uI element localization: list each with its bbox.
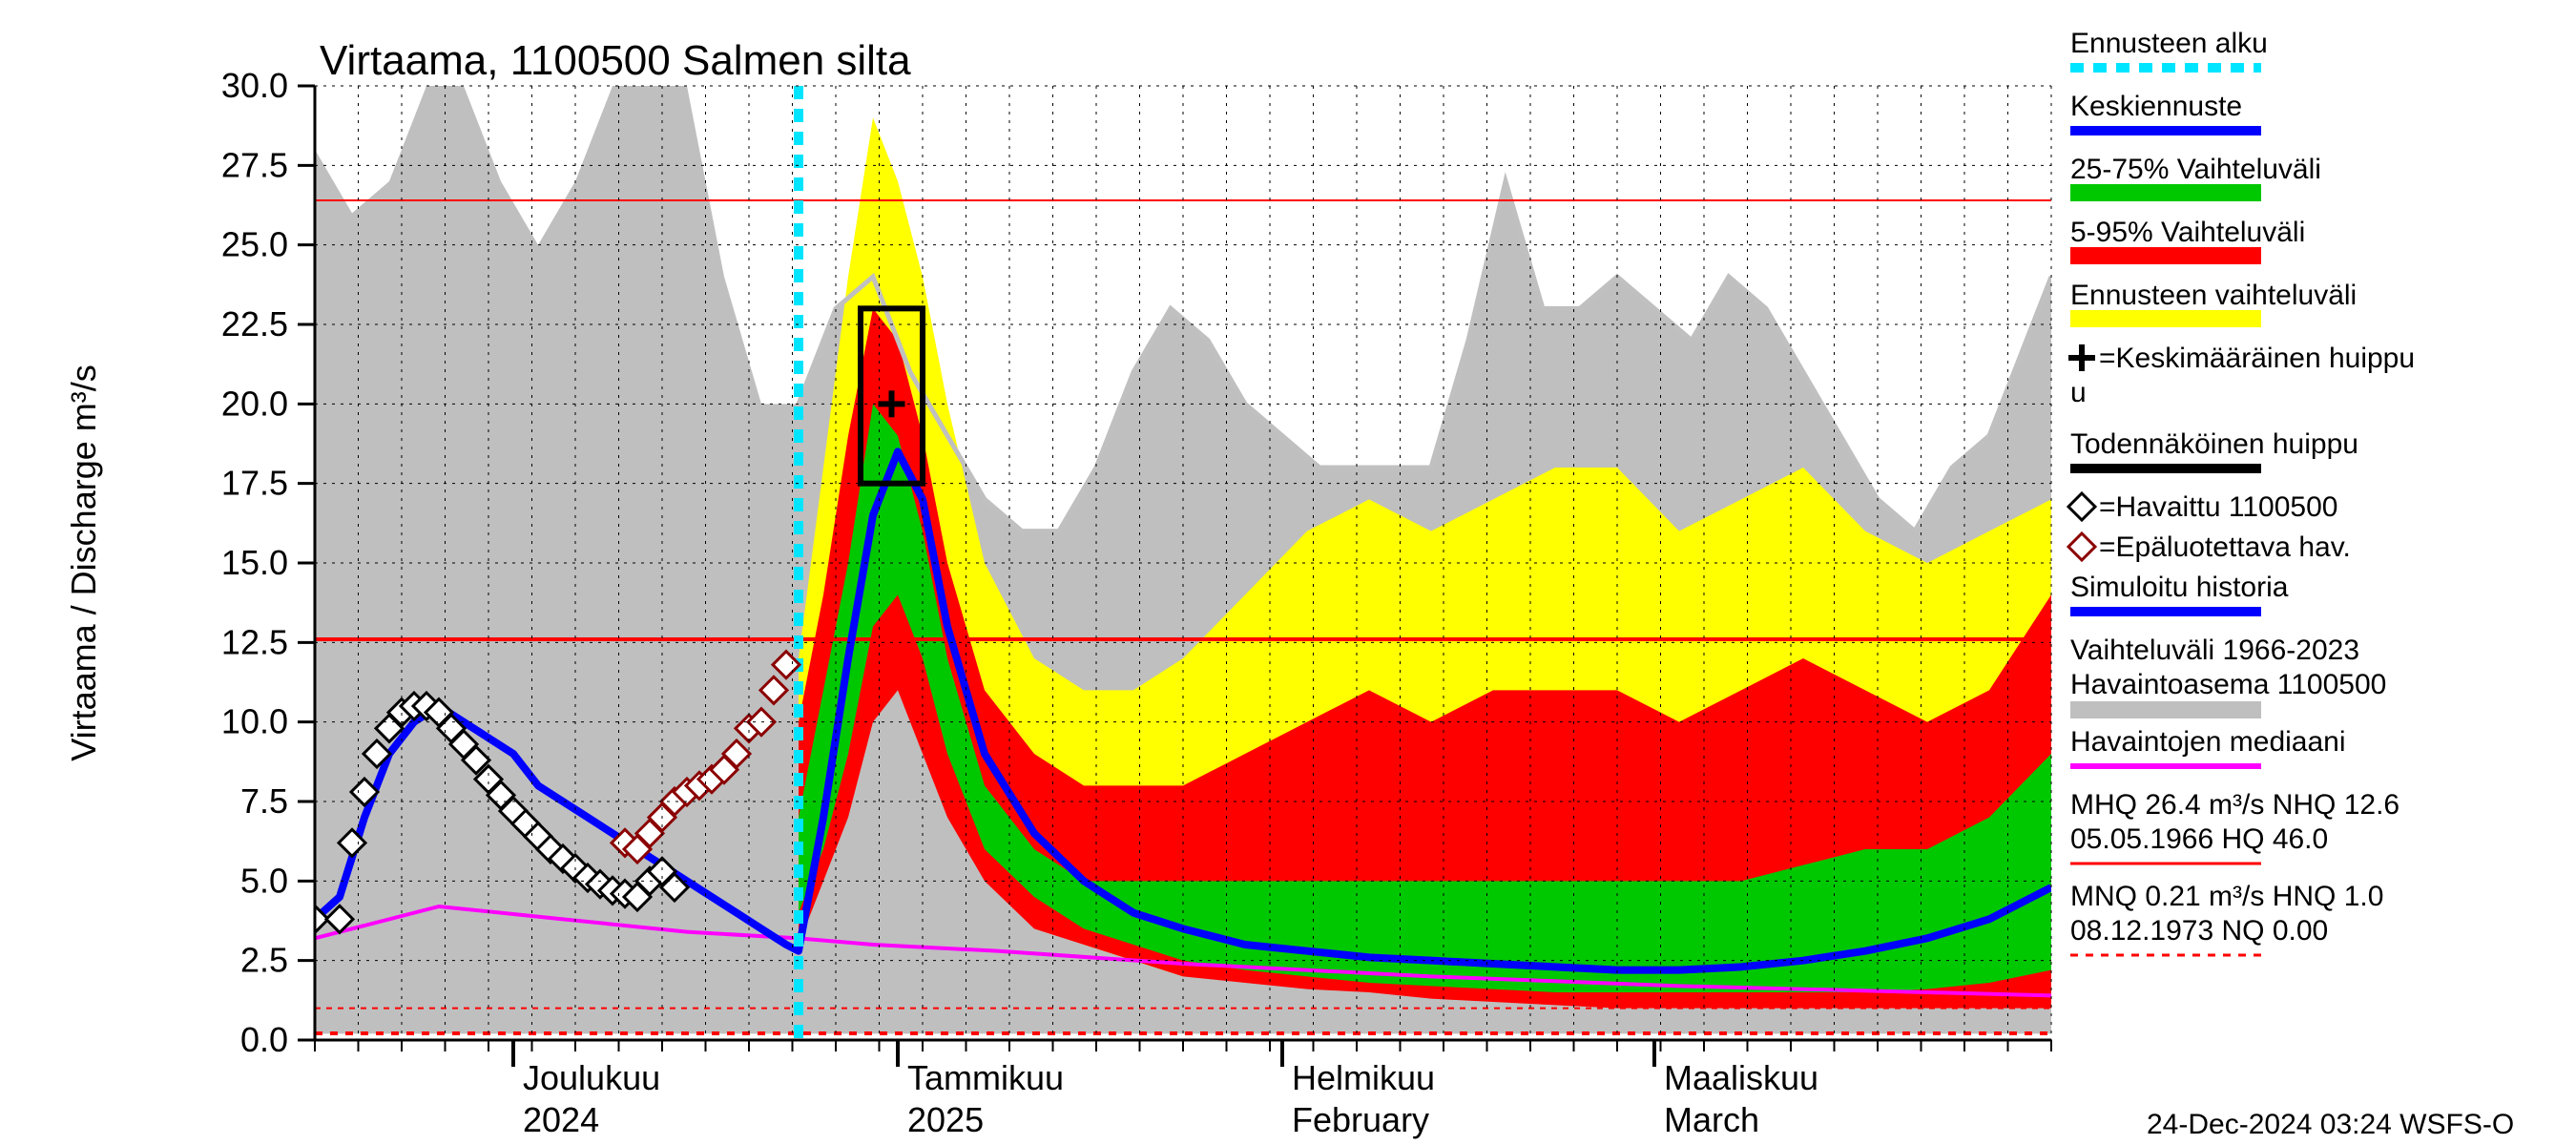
legend-item: Ennusteen alku xyxy=(2070,28,2268,68)
legend-item: Simuloitu historia xyxy=(2070,572,2289,612)
y-tick-label: 2.5 xyxy=(240,941,288,980)
legend-label: MHQ 26.4 m³/s NHQ 12.6 xyxy=(2070,789,2399,821)
legend-label: =Havaittu 1100500 xyxy=(2099,491,2337,523)
footer-timestamp: 24-Dec-2024 03:24 WSFS-O xyxy=(2147,1109,2514,1140)
svg-text:Havaintoasema 1100500: Havaintoasema 1100500 xyxy=(2070,669,2386,700)
y-tick-label: 25.0 xyxy=(221,225,288,264)
y-tick-label: 5.0 xyxy=(240,861,288,900)
legend-label: Havaintojen mediaani xyxy=(2070,726,2346,758)
legend-item: =Epäluotettava hav. xyxy=(2068,531,2351,563)
legend-item: Ennusteen vaihteluväli xyxy=(2070,280,2357,327)
legend-label: Ennusteen alku xyxy=(2070,28,2268,59)
y-tick-label: 22.5 xyxy=(221,304,288,344)
legend-item: Vaihteluväli 1966-2023 Havaintoasema 110… xyxy=(2070,635,2386,718)
legend-label: MNQ 0.21 m³/s HNQ 1.0 xyxy=(2070,881,2383,912)
legend-item: 5-95% Vaihteluväli xyxy=(2070,217,2305,264)
x-month-label: Helmikuu xyxy=(1292,1058,1435,1097)
x-month-label: Tammikuu xyxy=(907,1058,1064,1097)
legend-item: Todennäköinen huippu xyxy=(2070,428,2358,468)
y-tick-label: 10.0 xyxy=(221,702,288,741)
x-year-label: February xyxy=(1292,1100,1429,1139)
legend-item: MHQ 26.4 m³/s NHQ 12.605.05.1966 HQ 46.0 xyxy=(2070,789,2399,864)
svg-text:08.12.1973 NQ 0.00: 08.12.1973 NQ 0.00 xyxy=(2070,915,2328,947)
x-year-label: 2025 xyxy=(907,1100,984,1139)
legend-label: 5-95% Vaihteluväli xyxy=(2070,217,2305,248)
legend-label: =Keskimääräinen huippu xyxy=(2099,343,2415,374)
y-tick-label: 0.0 xyxy=(240,1020,288,1059)
y-tick-label: 27.5 xyxy=(221,145,288,184)
legend-label: Simuloitu historia xyxy=(2070,572,2289,603)
x-month-label: Maaliskuu xyxy=(1664,1058,1818,1097)
y-tick-label: 15.0 xyxy=(221,543,288,582)
chart-title: Virtaama, 1100500 Salmen silta xyxy=(320,37,911,84)
x-year-label: 2024 xyxy=(523,1100,599,1139)
x-month-label: Joulukuu xyxy=(523,1058,660,1097)
discharge-forecast-chart: 0.0 2.5 5.0 7.5 10.0 12.5 15.0 17.5 20.0 22.5 25.0… xyxy=(0,0,2576,1145)
legend: Ennusteen alku Keskiennuste 25-75% Vaihtel… xyxy=(2068,28,2415,955)
x-year-label: March xyxy=(1664,1100,1759,1139)
legend-label: 25-75% Vaihteluväli xyxy=(2070,154,2321,185)
legend-label: Keskiennuste xyxy=(2070,91,2242,122)
svg-text:05.05.1966 HQ 46.0: 05.05.1966 HQ 46.0 xyxy=(2070,823,2328,855)
legend-label: Vaihteluväli 1966-2023 xyxy=(2070,635,2359,666)
y-tick-label: 7.5 xyxy=(240,781,288,821)
y-tick-label: 17.5 xyxy=(221,464,288,503)
legend-item: =Havaittu 1100500 xyxy=(2068,491,2337,523)
y-tick-label: 20.0 xyxy=(221,384,288,423)
legend-item: =Keskimääräinen huippu u xyxy=(2068,343,2415,408)
svg-text:u: u xyxy=(2070,377,2087,408)
legend-label: Ennusteen vaihteluväli xyxy=(2070,280,2357,311)
y-tick-label: 12.5 xyxy=(221,622,288,661)
y-tick-label: 30.0 xyxy=(221,66,288,105)
legend-item: 25-75% Vaihteluväli xyxy=(2070,154,2321,201)
legend-label: =Epäluotettava hav. xyxy=(2099,531,2351,563)
legend-item: Havaintojen mediaani xyxy=(2070,726,2346,766)
legend-item: Keskiennuste xyxy=(2070,91,2261,131)
legend-label: Todennäköinen huippu xyxy=(2070,428,2358,460)
legend-item: MNQ 0.21 m³/s HNQ 1.008.12.1973 NQ 0.00 xyxy=(2070,881,2383,955)
y-axis-label: Virtaama / Discharge m³/s xyxy=(64,364,103,760)
